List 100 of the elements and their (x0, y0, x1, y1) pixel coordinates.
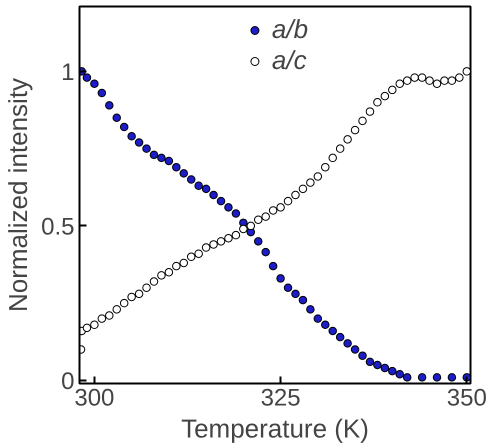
point (120, 122, 128, 132)
point (186, 252, 196, 262)
point (396, 80, 404, 88)
point (172, 162, 181, 172)
point (284, 283, 292, 292)
point (358, 351, 367, 360)
point (90, 80, 99, 88)
point (157, 154, 166, 162)
point (298, 296, 308, 304)
point (134, 290, 144, 298)
point (150, 150, 158, 160)
point (373, 98, 382, 107)
point (246, 222, 256, 230)
point (105, 311, 114, 320)
point (172, 262, 181, 270)
point (216, 237, 226, 246)
point (418, 373, 426, 382)
point (350, 345, 360, 354)
point (127, 132, 136, 141)
point (82, 324, 92, 332)
legend-label: a/c (272, 45, 307, 76)
point (366, 107, 374, 116)
point (261, 248, 270, 256)
point (232, 230, 240, 240)
point (328, 154, 337, 162)
point (239, 224, 248, 234)
point (343, 135, 352, 144)
point (254, 215, 262, 224)
point (134, 138, 144, 147)
point (418, 73, 426, 82)
point (150, 277, 158, 286)
point (232, 209, 240, 218)
point (112, 305, 121, 314)
legend-label: a/b (272, 14, 308, 45)
point (358, 116, 367, 126)
point (462, 67, 470, 76)
point (209, 190, 218, 200)
point (306, 178, 315, 187)
point (388, 86, 397, 94)
point (276, 274, 285, 283)
point (314, 172, 322, 181)
point (410, 73, 419, 82)
point (209, 240, 218, 249)
point (254, 237, 262, 246)
point (402, 373, 412, 382)
point (388, 366, 397, 376)
y-tick-label: 1 (61, 58, 75, 86)
y-tick-label: 0.5 (41, 213, 75, 240)
y-tick-label: 0 (61, 368, 75, 395)
point (164, 156, 174, 166)
point (298, 184, 308, 194)
point (336, 332, 344, 342)
point (328, 326, 337, 336)
point (291, 190, 300, 200)
point (425, 76, 434, 85)
point (186, 175, 196, 184)
point (432, 80, 442, 88)
point (321, 320, 330, 330)
point (127, 292, 136, 302)
point (224, 234, 233, 243)
point (164, 268, 174, 276)
point (202, 243, 210, 252)
x-tick-label: 300 (74, 384, 114, 412)
point (402, 76, 412, 85)
point (276, 203, 285, 212)
point (291, 290, 300, 298)
point (373, 360, 382, 370)
point (380, 364, 390, 372)
point (306, 305, 315, 314)
point (268, 262, 278, 270)
point (180, 258, 188, 268)
point (432, 373, 442, 382)
point (366, 358, 374, 366)
point (194, 249, 203, 258)
point (98, 314, 106, 323)
point (268, 206, 278, 215)
point (98, 88, 106, 98)
y-axis-title: Normalized intensity (3, 78, 34, 312)
point (261, 212, 270, 221)
point (448, 373, 456, 382)
point (455, 73, 464, 82)
point (82, 73, 92, 82)
point (216, 196, 226, 206)
point (448, 76, 456, 85)
point (314, 314, 322, 323)
point (120, 298, 128, 308)
point (157, 271, 166, 280)
point (105, 101, 114, 110)
point (194, 181, 203, 190)
point (142, 144, 151, 153)
point (142, 283, 151, 292)
point (112, 114, 121, 122)
x-tick-label: 350 (446, 384, 487, 412)
point (180, 169, 188, 178)
point (440, 76, 449, 85)
point (380, 92, 390, 100)
x-tick-label: 325 (260, 384, 301, 412)
point (336, 144, 344, 153)
point (90, 320, 99, 330)
point (321, 162, 330, 172)
